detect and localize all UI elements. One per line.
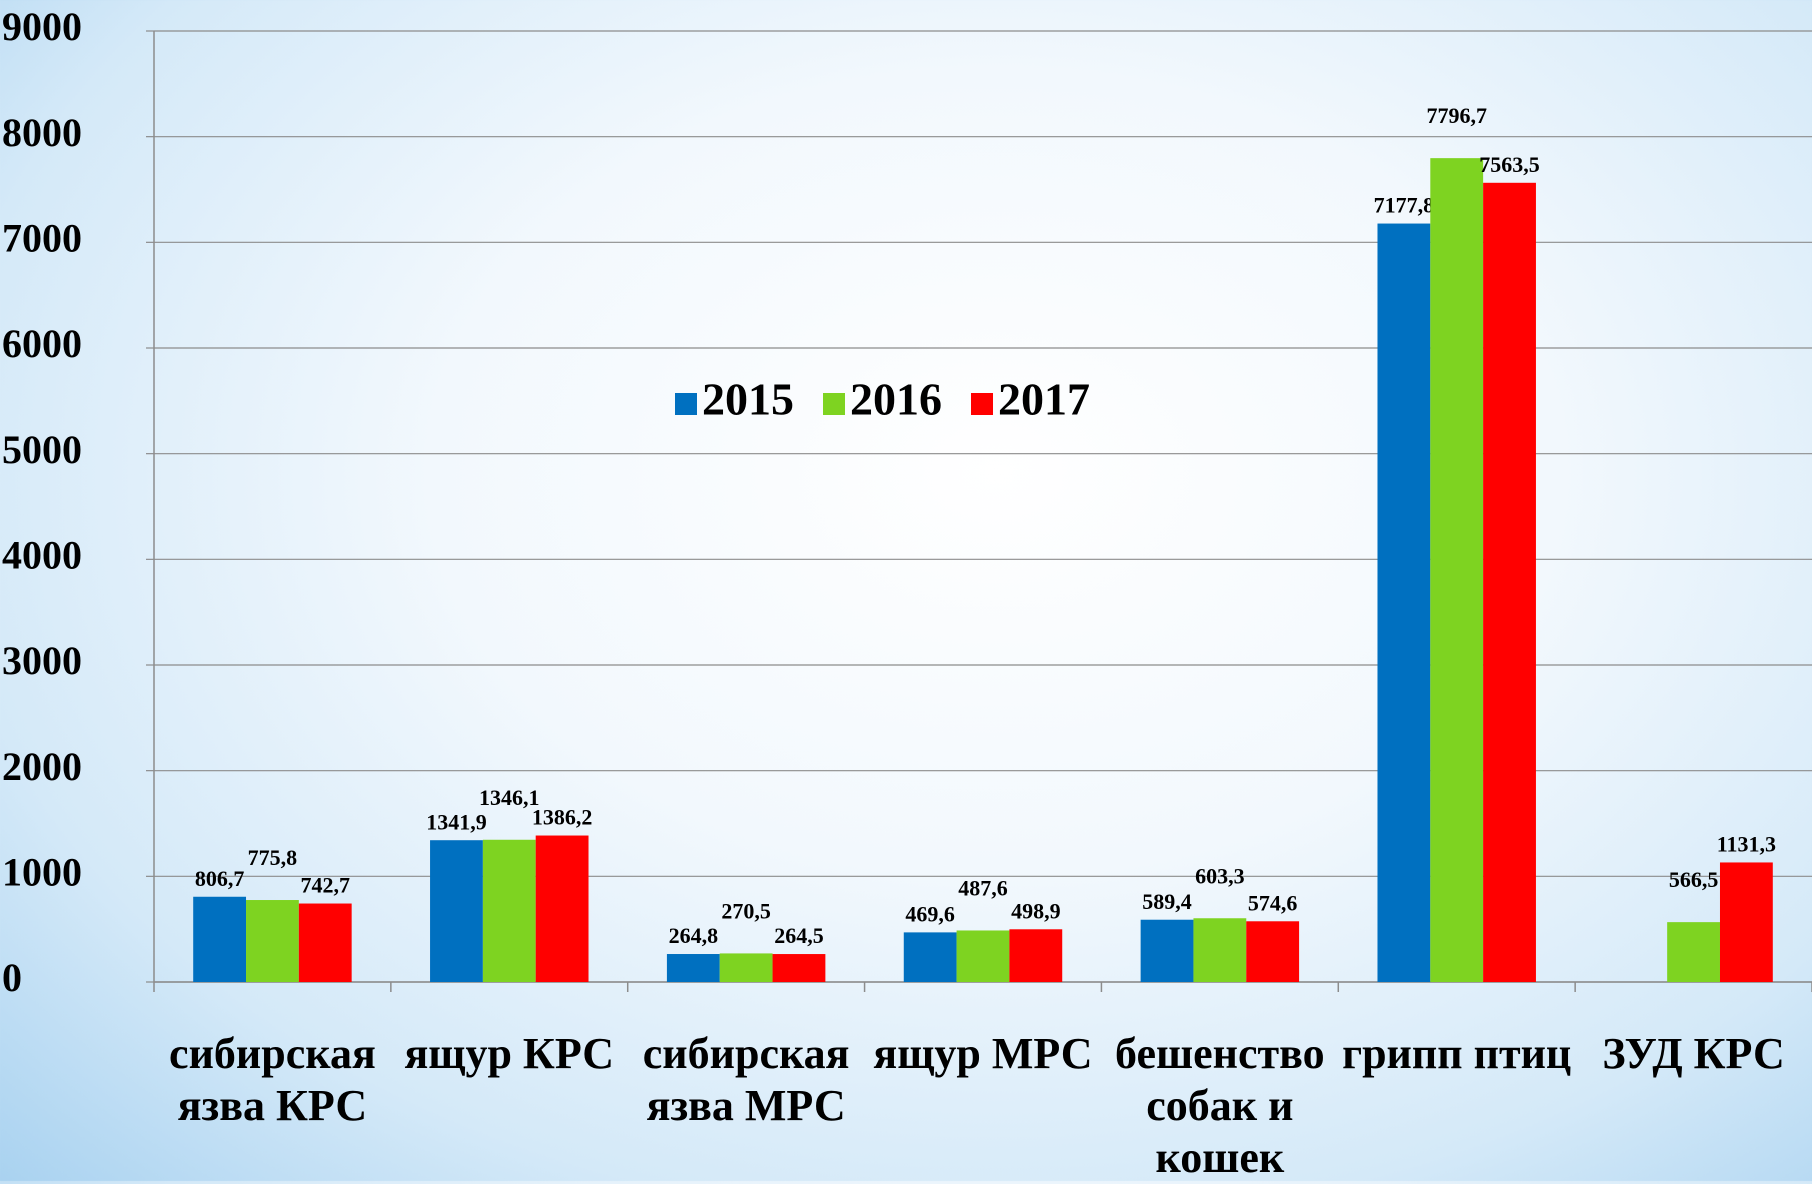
value-label: 7563,5 (1479, 152, 1540, 177)
legend-swatch (675, 393, 697, 415)
legend-swatch (823, 393, 845, 415)
bar (1719, 862, 1773, 982)
value-label: 264,8 (669, 923, 719, 948)
y-tick-label: 0 (2, 955, 22, 1000)
x-tick-label: ящур МРС (873, 1029, 1093, 1078)
bar (903, 932, 957, 982)
bar (535, 835, 589, 982)
bar (1377, 223, 1431, 983)
legend-label: 2017 (998, 374, 1090, 425)
bar (430, 840, 483, 982)
y-tick-label: 7000 (2, 216, 82, 261)
y-tick-label: 1000 (2, 850, 82, 895)
bar (1193, 918, 1247, 982)
value-label: 1346,1 (479, 785, 540, 810)
y-tick-label: 2000 (2, 744, 82, 789)
value-label: 469,6 (905, 901, 955, 926)
value-label: 742,7 (300, 873, 350, 898)
value-label: 1386,2 (532, 805, 593, 830)
value-label: 603,3 (1195, 863, 1245, 888)
value-label: 1131,3 (1717, 832, 1776, 857)
value-label: 487,6 (958, 876, 1008, 901)
y-tick-label: 3000 (2, 638, 82, 683)
bar (1430, 158, 1484, 983)
bar (1246, 921, 1300, 982)
value-label: 264,5 (774, 923, 824, 948)
legend-label: 2015 (702, 374, 794, 425)
legend-label: 2016 (850, 374, 942, 425)
y-tick-label: 5000 (2, 427, 82, 472)
value-label: 270,5 (721, 898, 771, 923)
value-label: 775,8 (248, 845, 298, 870)
value-label: 574,6 (1248, 890, 1298, 915)
value-label: 1341,9 (426, 809, 487, 834)
value-label: 806,7 (195, 866, 245, 891)
legend-swatch (971, 393, 993, 415)
bar (482, 839, 536, 982)
value-label: 7796,7 (1426, 103, 1487, 128)
bar (1009, 929, 1063, 982)
bar (1667, 922, 1720, 982)
value-label: 566,5 (1669, 867, 1719, 892)
x-tick-label: сибирская язва КРС (169, 1029, 376, 1130)
y-tick-label: 8000 (2, 110, 82, 155)
bar (772, 954, 826, 982)
bar (666, 954, 720, 982)
bar (246, 900, 299, 982)
y-tick-label: 4000 (2, 533, 82, 578)
bar (193, 896, 247, 982)
x-tick-label: бешенство собак и кошек (1115, 1029, 1325, 1182)
y-tick-label: 9000 (2, 4, 82, 49)
bar (1140, 919, 1194, 982)
x-tick-label: ЗУД КРС (1602, 1029, 1785, 1078)
x-tick-label: грипп птиц (1342, 1029, 1572, 1078)
bar (298, 903, 352, 982)
value-label: 498,9 (1011, 898, 1061, 923)
bar (1483, 182, 1536, 982)
bar (719, 953, 773, 982)
y-tick-label: 6000 (2, 321, 82, 366)
bar (956, 930, 1010, 982)
value-label: 589,4 (1142, 889, 1192, 914)
x-tick-label: ящур КРС (404, 1029, 615, 1078)
x-tick-label: сибирская язва МРС (642, 1029, 850, 1130)
value-label: 7177,8 (1374, 193, 1435, 218)
